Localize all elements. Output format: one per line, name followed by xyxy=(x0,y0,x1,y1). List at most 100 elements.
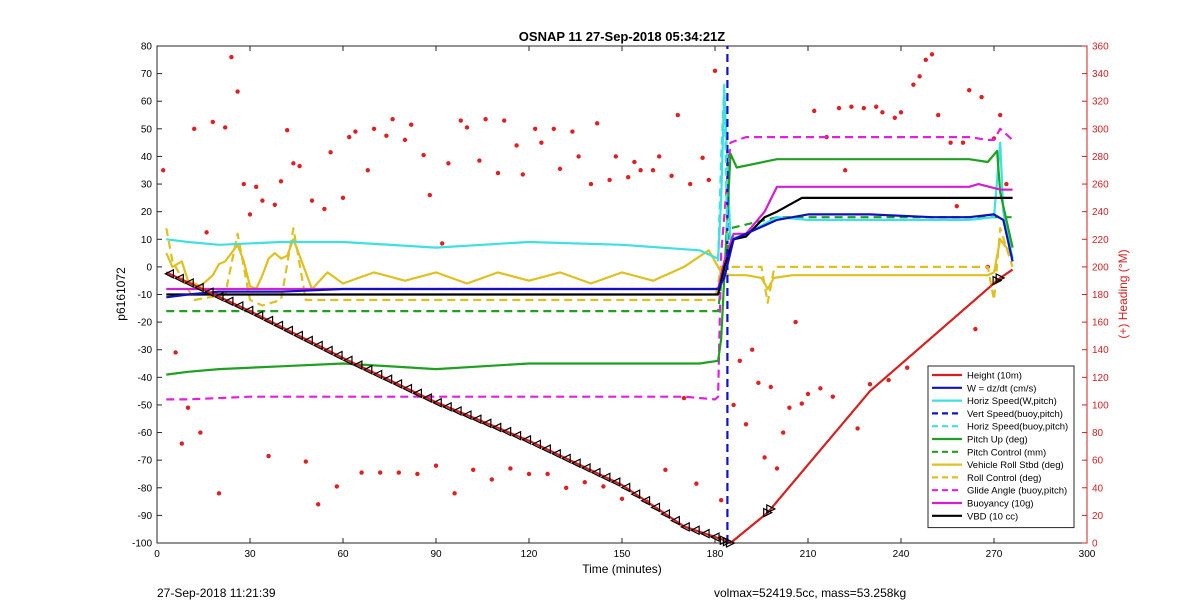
heading-point xyxy=(347,134,352,140)
x-tick-label: 270 xyxy=(986,549,1003,560)
chart-title: OSNAP 11 27-Sep-2018 05:34:21Z xyxy=(519,29,725,44)
y2-tick-label: 260 xyxy=(1092,180,1109,191)
y2-tick-label: 220 xyxy=(1092,235,1109,246)
heading-point xyxy=(303,459,308,464)
height-marker xyxy=(392,378,403,389)
heading-point xyxy=(409,122,414,127)
y-tick-label: -60 xyxy=(138,428,153,439)
height-marker xyxy=(550,448,561,459)
height-marker xyxy=(590,467,601,478)
series-line xyxy=(166,213,1014,299)
y2-tick-label: 140 xyxy=(1092,345,1109,356)
legend-box xyxy=(927,365,1075,529)
legend-label: Pitch Control (mm) xyxy=(967,447,1046,458)
height-marker xyxy=(233,300,244,311)
height-marker xyxy=(699,528,710,539)
height-marker xyxy=(679,521,690,532)
heading-point xyxy=(285,128,290,133)
y2-tick-label: 360 xyxy=(1092,42,1109,53)
x-tick-label: 0 xyxy=(154,549,160,560)
height-marker xyxy=(312,340,323,351)
heading-point xyxy=(805,391,811,397)
heading-point xyxy=(452,491,457,496)
x-axis: 0 30 60 90 120 150 180 210 240 270 300 xyxy=(154,46,1096,560)
heading-point xyxy=(706,177,711,183)
heading-point xyxy=(446,161,451,166)
height-marker xyxy=(183,278,194,288)
heading-point xyxy=(508,466,513,471)
legend-label: VBD (10 cc) xyxy=(967,511,1018,522)
legend-label: Horiz Speed(buoy,pitch) xyxy=(967,422,1068,433)
height-marker xyxy=(352,360,363,371)
heading-point xyxy=(235,89,240,94)
x-axis-label: Time (minutes) xyxy=(582,562,662,576)
heading-point xyxy=(601,484,606,489)
y-tick-label: -50 xyxy=(138,400,153,411)
height-marker xyxy=(763,507,774,518)
heading-point xyxy=(533,126,538,132)
heading-point xyxy=(340,195,346,201)
heading-point xyxy=(675,112,680,118)
height-marker xyxy=(541,444,551,455)
heading-point xyxy=(700,155,705,161)
y-tick-label: -30 xyxy=(138,345,153,356)
x-tick-label: 210 xyxy=(800,549,817,560)
heading-point xyxy=(433,463,439,468)
y2-tick-label: 160 xyxy=(1092,318,1109,329)
height-marker xyxy=(766,503,777,514)
heading-point xyxy=(681,395,687,401)
legend-label: Vehicle Roll Stbd (deg) xyxy=(967,460,1064,471)
heading-point xyxy=(923,57,928,63)
legend-label: Horiz Speed(W,pitch) xyxy=(967,396,1057,407)
series-line xyxy=(166,149,1014,376)
heading-point xyxy=(272,202,277,207)
heading-point xyxy=(607,177,612,183)
height-marker xyxy=(580,462,591,473)
heading-point xyxy=(402,137,408,143)
heading-point xyxy=(173,350,178,355)
height-marker xyxy=(995,272,1006,283)
y-tick-label: -80 xyxy=(138,483,153,494)
heading-point xyxy=(960,140,966,145)
heading-point xyxy=(650,168,656,173)
height-marker xyxy=(660,509,671,519)
heading-point xyxy=(198,430,203,435)
y2-tick-label: 300 xyxy=(1092,124,1109,135)
heading-point xyxy=(880,110,885,115)
heading-point xyxy=(291,161,296,166)
height-marker xyxy=(173,273,184,284)
legend-label: Roll Control (deg) xyxy=(967,473,1041,484)
heading-point xyxy=(669,173,674,178)
height-marker xyxy=(273,320,284,331)
height-markers-layer xyxy=(164,268,1006,548)
heading-point xyxy=(322,206,327,212)
heading-point xyxy=(781,430,786,435)
height-marker xyxy=(620,482,631,493)
heading-point xyxy=(936,112,941,118)
heading-point xyxy=(551,126,556,132)
y-tick-label: 10 xyxy=(141,235,153,246)
heading-points-layer xyxy=(161,52,1009,507)
heading-point xyxy=(247,212,253,217)
heading-point xyxy=(278,179,284,184)
footer-volmax-mass: volmax=52419.5cc, mass=53.258kg xyxy=(714,586,907,600)
height-marker xyxy=(461,410,472,421)
height-marker xyxy=(421,393,432,404)
heading-point xyxy=(564,485,569,490)
heading-point xyxy=(954,203,959,209)
y2-tick-label: 200 xyxy=(1092,262,1109,273)
y-tick-label: 40 xyxy=(141,152,153,163)
height-marker xyxy=(402,383,413,394)
heading-point xyxy=(378,470,383,475)
heading-point xyxy=(254,184,259,190)
height-marker xyxy=(689,525,700,536)
y2-tick-label: 20 xyxy=(1092,511,1104,522)
heading-point xyxy=(241,181,246,187)
heading-point xyxy=(632,159,637,165)
heading-point xyxy=(595,121,600,126)
heading-point xyxy=(905,365,910,370)
height-marker xyxy=(283,325,294,336)
heading-point xyxy=(948,140,953,145)
height-marker xyxy=(213,291,224,302)
y-tick-label: 80 xyxy=(141,42,153,53)
